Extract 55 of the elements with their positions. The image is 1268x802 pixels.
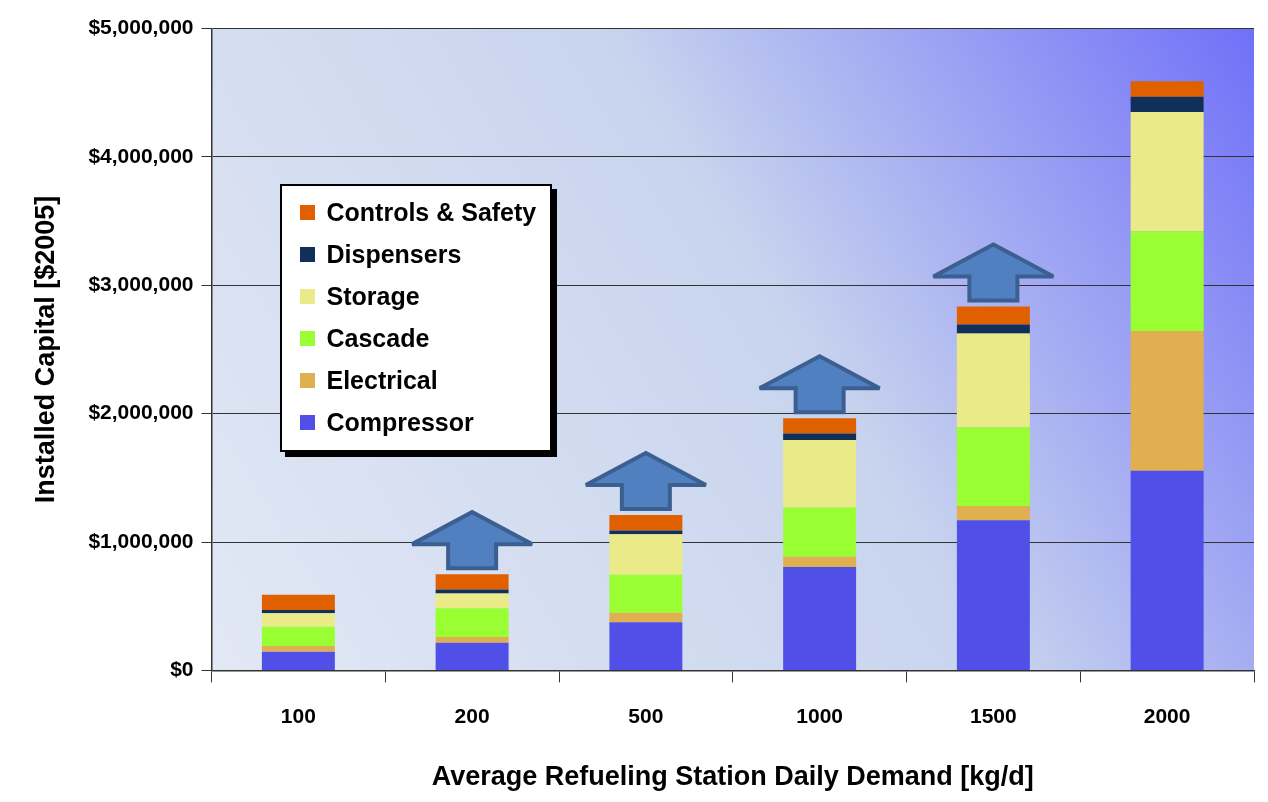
bar bbox=[1130, 470, 1204, 670]
y-tick-label: $2,000,000 bbox=[88, 400, 194, 424]
x-tick-label: 100 bbox=[280, 703, 316, 727]
bar bbox=[609, 534, 683, 575]
bar bbox=[609, 530, 683, 535]
x-tick-label: 1500 bbox=[970, 703, 1017, 727]
legend-label: Compressor bbox=[326, 408, 474, 438]
x-axis-title: Average Refueling Station Daily Demand [kg/d] bbox=[431, 761, 1034, 792]
legend-label: Controls & Safety bbox=[326, 198, 537, 228]
bar bbox=[435, 642, 509, 670]
bar bbox=[956, 506, 1030, 521]
legend-label: Storage bbox=[326, 282, 420, 312]
bar bbox=[261, 646, 335, 652]
bar bbox=[261, 626, 335, 647]
bar bbox=[609, 612, 683, 623]
bar bbox=[1130, 330, 1204, 471]
bar bbox=[435, 637, 509, 643]
x-tick-label: 1000 bbox=[796, 703, 843, 727]
bar bbox=[1130, 96, 1204, 113]
bar bbox=[1130, 81, 1204, 97]
bar bbox=[609, 622, 683, 670]
y-tick-label: $5,000,000 bbox=[88, 15, 194, 39]
bar bbox=[1130, 112, 1204, 232]
bar bbox=[261, 651, 335, 670]
bar bbox=[435, 593, 509, 609]
bar bbox=[1130, 231, 1204, 331]
bar bbox=[261, 594, 335, 611]
bar bbox=[783, 418, 857, 434]
bar bbox=[783, 507, 857, 557]
bar bbox=[261, 613, 335, 627]
bar bbox=[435, 574, 509, 590]
x-tick-label: 2000 bbox=[1143, 703, 1191, 727]
bar bbox=[956, 333, 1030, 428]
bar bbox=[783, 439, 857, 508]
legend-label: Dispensers bbox=[326, 240, 462, 270]
bar bbox=[783, 556, 857, 568]
bar bbox=[609, 574, 683, 613]
bar bbox=[956, 306, 1030, 325]
bar bbox=[956, 427, 1030, 507]
bar bbox=[435, 608, 509, 638]
legend-label: Electrical bbox=[326, 366, 438, 396]
bar bbox=[956, 520, 1030, 670]
x-tick-label: 500 bbox=[628, 703, 664, 727]
y-axis-title: Installed Capital [$2005] bbox=[29, 195, 60, 504]
legend-label: Cascade bbox=[326, 324, 430, 354]
y-tick-label: $3,000,000 bbox=[88, 272, 194, 296]
y-tick-label: $1,000,000 bbox=[88, 528, 194, 552]
y-tick-label: $4,000,000 bbox=[88, 143, 194, 167]
x-tick-label: 200 bbox=[454, 703, 490, 727]
bar bbox=[956, 324, 1030, 334]
y-tick-label: $0 bbox=[170, 657, 194, 681]
bar bbox=[783, 567, 857, 670]
bar bbox=[609, 515, 683, 531]
bar bbox=[783, 433, 857, 440]
bar bbox=[261, 610, 335, 614]
